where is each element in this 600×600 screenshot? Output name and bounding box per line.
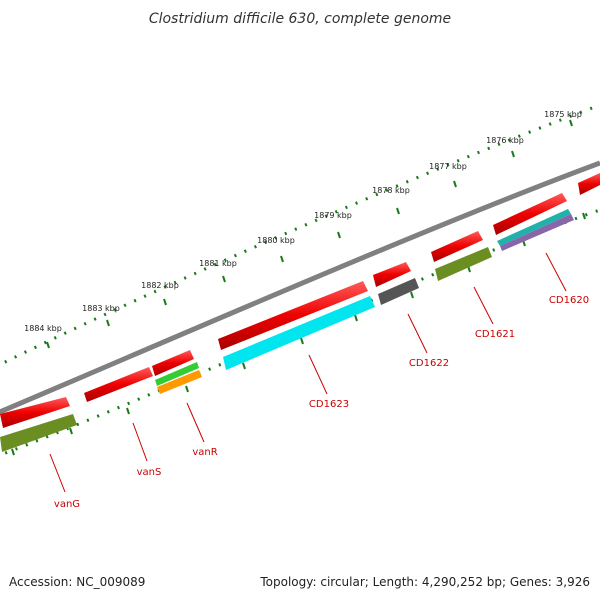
feature-cyan bbox=[223, 296, 375, 370]
cds-arrow bbox=[431, 231, 483, 262]
cds-arrow bbox=[578, 173, 600, 195]
ruler-label: 1879 kbp bbox=[314, 211, 352, 220]
ruler-label: 1884 kbp bbox=[24, 324, 62, 333]
outer-ruler-major-ticks bbox=[46, 119, 573, 349]
gene-labels: CD1620 CD1621 CD1622 CD1623 vanR vanS va… bbox=[54, 295, 589, 510]
ruler-tick bbox=[46, 341, 50, 349]
gene-label-vans: vanS bbox=[137, 467, 162, 478]
ruler-label: 1877 kbp bbox=[429, 162, 467, 171]
ruler-tick bbox=[106, 319, 110, 327]
ruler-tick bbox=[242, 362, 246, 370]
feature-olive bbox=[435, 247, 492, 281]
ruler-tick bbox=[354, 314, 358, 322]
gene-label-vang: vanG bbox=[54, 499, 80, 510]
ruler-tick bbox=[69, 427, 73, 435]
ruler-tick bbox=[410, 291, 414, 299]
cds-arrow bbox=[0, 397, 70, 428]
cds-arrow bbox=[152, 350, 194, 376]
ruler-tick bbox=[280, 255, 284, 263]
genome-backbone bbox=[0, 160, 600, 415]
ruler-tick bbox=[569, 119, 573, 127]
feature-orange bbox=[157, 370, 202, 394]
ruler-label: 1876 kbp bbox=[486, 136, 524, 145]
gene-label-vanr: vanR bbox=[192, 447, 217, 458]
feature-olive bbox=[0, 414, 77, 452]
ruler-label: 1880 kbp bbox=[257, 236, 295, 245]
ruler-tick bbox=[396, 207, 400, 215]
ruler-tick bbox=[11, 448, 15, 456]
ruler-label: 1882 kbp bbox=[141, 281, 179, 290]
map-title: Clostridium difficile 630, complete geno… bbox=[149, 11, 451, 27]
feature-gray bbox=[378, 278, 419, 305]
ruler-label: 1881 kbp bbox=[199, 259, 237, 268]
gene-label-cd1621: CD1621 bbox=[475, 329, 515, 340]
cds-arrow bbox=[218, 281, 368, 350]
cds-arrow bbox=[493, 193, 567, 235]
cds-arrow bbox=[373, 262, 411, 287]
ruler-label: 1875 kbp bbox=[544, 110, 582, 119]
ruler-tick bbox=[582, 212, 586, 220]
ruler-tick bbox=[300, 337, 304, 345]
ruler-label: 1878 kbp bbox=[372, 186, 410, 195]
feature-green bbox=[155, 362, 199, 386]
ruler-label: 1883 kbp bbox=[82, 304, 120, 313]
annotation-features bbox=[0, 209, 574, 452]
feature-purple bbox=[500, 214, 574, 251]
ruler-tick bbox=[453, 180, 457, 188]
label-leaders bbox=[49, 252, 567, 493]
cds-arrow bbox=[84, 367, 153, 402]
gene-label-cd1623: CD1623 bbox=[309, 399, 349, 410]
topology-label: Topology: circular; Length: 4,290,252 bp… bbox=[259, 575, 590, 589]
ruler-tick bbox=[185, 385, 189, 393]
accession-label: Accession: NC_009089 bbox=[9, 575, 145, 589]
ruler-tick bbox=[511, 150, 515, 158]
feature-teal bbox=[497, 209, 571, 246]
ruler-labels: 1875 kbp 1876 kbp 1877 kbp 1878 kbp 1879… bbox=[24, 110, 582, 333]
ruler-tick bbox=[126, 407, 130, 415]
gene-label-cd1620: CD1620 bbox=[549, 295, 589, 306]
ruler-tick bbox=[222, 275, 226, 283]
gene-label-cd1622: CD1622 bbox=[409, 358, 449, 369]
cds-features bbox=[0, 173, 600, 428]
ruler-tick bbox=[337, 231, 341, 239]
ruler-tick bbox=[163, 298, 167, 306]
